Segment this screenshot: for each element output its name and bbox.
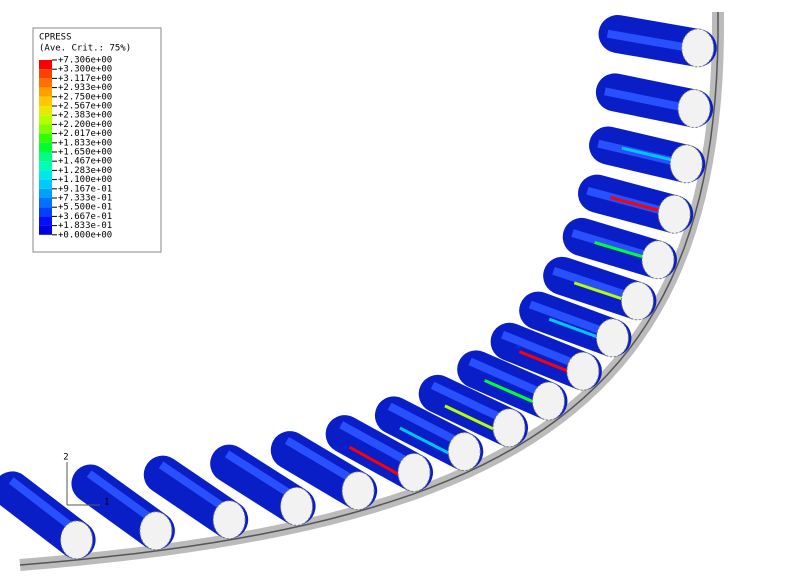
legend-swatch [39, 78, 52, 88]
tooth-cap [492, 408, 526, 448]
legend-box [32, 27, 162, 253]
tooth-shade [284, 437, 358, 485]
legend-label: +1.833e+00 [58, 138, 112, 148]
tooth-cap [341, 471, 375, 511]
legend-label: +3.117e+00 [58, 74, 112, 84]
tooth-shade [387, 402, 462, 447]
legend-label: +1.833e-01 [58, 221, 112, 231]
tooth-shade [606, 29, 689, 52]
legend-swatch [39, 207, 52, 217]
tooth-cap [532, 381, 566, 421]
legend-label: +1.100e+00 [58, 175, 112, 185]
legend-label: +1.467e+00 [58, 157, 112, 167]
legend-swatch [39, 161, 52, 171]
tooth-shade [552, 267, 631, 300]
legend-swatch [39, 170, 52, 180]
tooth-shade [430, 381, 506, 423]
legend-swatch [39, 115, 52, 125]
legend-label: +2.750e+00 [58, 92, 112, 102]
tooth-cap [566, 351, 600, 391]
legend-label: +9.167e-01 [58, 184, 112, 194]
tooth-cap [669, 144, 703, 184]
legend-label: +1.283e+00 [58, 166, 112, 176]
legend-swatch [39, 133, 52, 143]
legend-label: +5.500e-01 [58, 203, 112, 213]
belt-model [0, 12, 724, 571]
legend-label: +2.017e+00 [58, 129, 112, 139]
tooth-cap [681, 28, 715, 68]
legend-label: +7.333e-01 [58, 194, 112, 204]
tooth-cap [212, 500, 246, 540]
tooth-shade [86, 470, 157, 525]
tooth-cap [677, 89, 711, 129]
legend-swatch [39, 106, 52, 116]
legend-swatch [39, 179, 52, 189]
tooth-shade [158, 461, 230, 514]
legend-label: +7.306e+00 [58, 56, 112, 66]
legend-swatch [39, 124, 52, 134]
legend-swatch [39, 152, 52, 162]
tooth-shade [604, 87, 685, 112]
tooth-cap [657, 194, 691, 234]
legend-label: +2.567e+00 [58, 102, 112, 112]
belt-edge [19, 12, 719, 566]
legend-swatch [39, 198, 52, 208]
triad-label: 1 [104, 498, 109, 508]
legend-swatch [39, 87, 52, 97]
triad-label: 2 [63, 453, 68, 463]
legend-title: CPRESS [39, 33, 72, 43]
legend-label: +2.200e+00 [58, 120, 112, 130]
tooth-cap [447, 432, 481, 472]
tooth-cap [397, 452, 431, 492]
tooth-cap [60, 520, 94, 560]
legend-subtitle: (Ave. Crit.: 75%) [39, 44, 131, 54]
legend-swatch [39, 69, 52, 79]
tooth-shade [468, 357, 545, 397]
legend-label: +1.650e+00 [58, 148, 112, 158]
tooth-shade [8, 477, 79, 534]
legend-label: +2.933e+00 [58, 83, 112, 93]
tooth-cap [595, 318, 629, 358]
tooth-shade [224, 450, 297, 501]
legend-swatch [39, 225, 52, 235]
legend-label: +0.000e+00 [58, 230, 112, 240]
tooth-cap [641, 240, 675, 280]
tooth-shade [528, 300, 606, 336]
tooth-cap [620, 281, 654, 321]
legend-swatch [39, 96, 52, 106]
tooth-cap [139, 511, 173, 551]
legend-swatch [39, 188, 52, 198]
legend-swatch [39, 142, 52, 152]
tooth-shade [571, 229, 650, 260]
tooth-cap [280, 486, 314, 526]
legend-swatch [39, 216, 52, 226]
legend-label: +3.300e+00 [58, 65, 112, 75]
legend-swatch [39, 60, 52, 70]
legend-label: +3.667e-01 [58, 212, 112, 222]
legend-label: +2.383e+00 [58, 111, 112, 121]
tooth-shade [339, 421, 413, 467]
legend: +7.306e+00+3.300e+00+3.117e+00+2.933e+00… [39, 56, 112, 240]
tooth-shade [501, 330, 578, 368]
